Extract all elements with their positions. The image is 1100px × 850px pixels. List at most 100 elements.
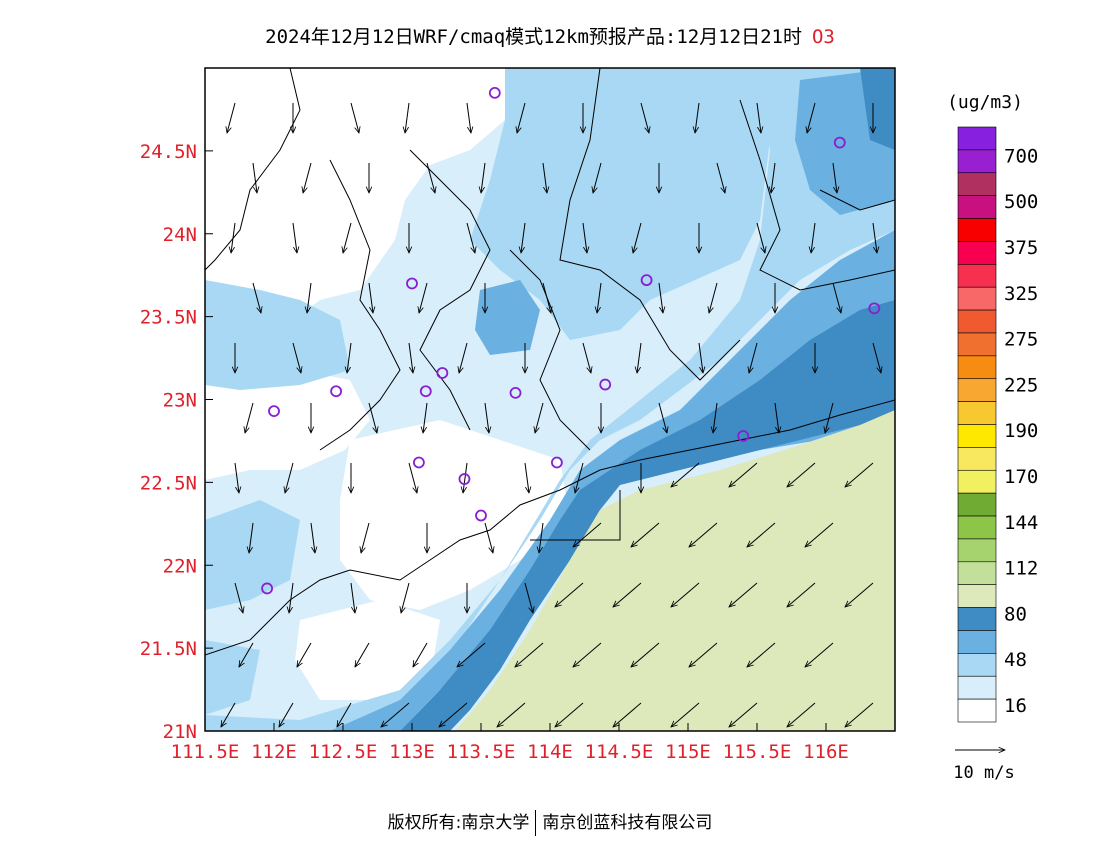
field-band-48 <box>205 500 300 610</box>
lon-tick-label: 115E <box>665 741 711 763</box>
legend-swatch <box>957 332 997 357</box>
wind-arrow <box>542 162 547 193</box>
legend-swatch <box>957 630 997 654</box>
lat-axis: 24.5N 24N 23.5N 23N 22.5N 22N 21.5N 21N <box>140 141 213 743</box>
wind-arrow <box>787 702 816 727</box>
legend-label: 375 <box>1004 237 1038 259</box>
wind-arrow <box>637 342 642 373</box>
station-marker <box>330 385 343 398</box>
wind-arrow <box>555 582 584 607</box>
wind-arrow <box>231 222 236 253</box>
legend-swatch <box>957 149 997 174</box>
wind-arrow <box>631 642 660 667</box>
wind-arrow <box>575 462 584 493</box>
legend-swatch <box>957 355 997 380</box>
station-marker <box>436 367 449 379</box>
lat-tick-label: 24.5N <box>140 141 197 163</box>
wind-arrow <box>355 642 370 667</box>
wind-arrow <box>521 222 526 253</box>
legend-swatch <box>957 424 997 448</box>
lat-tick-label: 24N <box>163 224 197 246</box>
wind-arrow <box>716 162 725 193</box>
wind-arrow <box>658 282 663 313</box>
wind-arrow <box>292 342 301 373</box>
wind-arrow <box>350 582 355 613</box>
wind-arrow <box>805 642 834 667</box>
legend-label: 16 <box>1004 695 1027 717</box>
wind-arrow <box>756 102 761 133</box>
field-white-patch <box>205 68 520 345</box>
legend-swatch <box>957 698 997 723</box>
wind-key-label: 10 m/s <box>953 763 1014 783</box>
wind-arrow <box>872 342 881 373</box>
field-white-patch <box>340 420 570 610</box>
wind-arrow <box>310 522 315 553</box>
legend-swatch <box>957 447 997 471</box>
wind-arrow <box>845 582 874 607</box>
station-marker <box>412 456 425 469</box>
wind-arrow <box>408 342 413 373</box>
station-marker <box>419 385 432 398</box>
station-marker <box>261 582 274 595</box>
wind-arrow <box>771 162 776 193</box>
legend-swatch <box>957 218 997 242</box>
legend-label: 700 <box>1004 145 1038 167</box>
lon-tick-label: 115.5E <box>723 741 792 763</box>
wind-arrow <box>405 102 410 133</box>
wind-arrow <box>613 582 642 607</box>
wind-arrow <box>466 102 471 133</box>
wind-arrow <box>515 642 544 667</box>
wind-arrow <box>245 402 254 433</box>
wind-arrow <box>423 402 428 433</box>
field-band-48 <box>205 280 350 390</box>
station-marker <box>509 386 522 399</box>
title-main: 2024年12月12日WRF/cmaq模式12km预报产品:12月12日21时 <box>265 26 802 48</box>
wind-arrow <box>671 462 700 487</box>
legend-label: 325 <box>1004 283 1038 305</box>
legend-swatch <box>957 126 997 151</box>
legend-label: 144 <box>1004 512 1038 534</box>
wind-arrow <box>285 462 294 493</box>
wind-arrow <box>825 402 834 433</box>
wind-arrow <box>517 102 526 133</box>
wind-arrow <box>457 642 486 667</box>
wind-arrow <box>729 702 758 727</box>
wind-arrow <box>787 462 816 487</box>
field-band-112 <box>860 68 895 150</box>
legend-swatch <box>957 286 997 311</box>
wind-arrow <box>459 342 468 373</box>
wind-vectors <box>221 102 881 727</box>
wind-arrow <box>709 282 718 313</box>
wind-arrow <box>658 402 667 433</box>
wind-arrow <box>845 462 874 487</box>
legend-swatch <box>957 515 997 540</box>
wind-arrow <box>774 402 779 433</box>
wind-arrow <box>347 342 352 373</box>
wind-arrow <box>401 582 410 613</box>
lat-tick-label: 23N <box>163 390 197 412</box>
legend-swatch <box>957 607 997 631</box>
wind-arrow <box>535 402 544 433</box>
hk-boundary <box>530 490 621 541</box>
lon-tick-label: 114E <box>527 741 573 763</box>
wind-arrow <box>426 162 435 193</box>
wind-arrow <box>307 282 312 313</box>
wind-arrow <box>289 582 294 613</box>
legend-swatch <box>957 492 997 517</box>
wind-arrow <box>593 162 602 193</box>
wind-arrow <box>524 582 533 613</box>
wind-arrow <box>695 102 700 133</box>
wind-arrow <box>811 222 816 253</box>
wind-arrow <box>582 342 591 373</box>
wind-arrow <box>689 642 718 667</box>
field-white-patch <box>295 600 440 700</box>
wind-arrow <box>439 702 468 727</box>
lon-tick-label: 111.5E <box>171 741 240 763</box>
wind-arrow <box>524 462 529 493</box>
wind-arrow <box>361 522 370 553</box>
legend-label: 48 <box>1004 649 1027 671</box>
lon-tick-label: 112E <box>251 741 297 763</box>
wind-arrow <box>555 702 584 727</box>
admin-boundary <box>739 99 895 291</box>
